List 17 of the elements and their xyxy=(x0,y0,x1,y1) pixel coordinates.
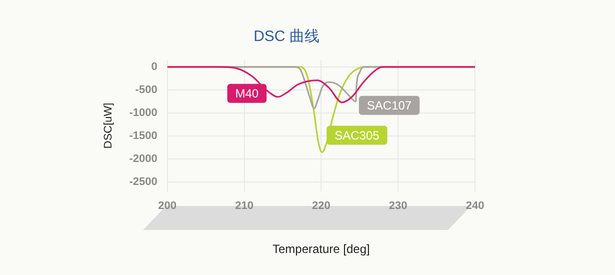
series-label: SAC107 xyxy=(366,98,412,113)
x-axis-title: Temperature [deg] xyxy=(272,242,370,256)
y-tick-label: 0 xyxy=(151,60,158,73)
x-tick-label: 200 xyxy=(158,200,177,212)
y-tick-label: -2000 xyxy=(129,153,158,166)
x-tick-label: 230 xyxy=(388,200,408,212)
y-tick-label: -1000 xyxy=(129,107,158,120)
series-label: M40 xyxy=(235,86,259,101)
chart-title: DSC 曲线 xyxy=(254,28,320,46)
x-tick-label: 210 xyxy=(235,200,254,212)
y-tick-label: -2500 xyxy=(129,176,158,188)
series-label: SAC305 xyxy=(334,128,380,143)
x-tick-label: 220 xyxy=(312,200,330,212)
y-tick-label: -500 xyxy=(135,84,158,96)
x-tick-label: 240 xyxy=(466,200,484,212)
y-tick-label: -1500 xyxy=(129,130,158,142)
y-axis-title: DSC[uW] xyxy=(102,102,115,149)
